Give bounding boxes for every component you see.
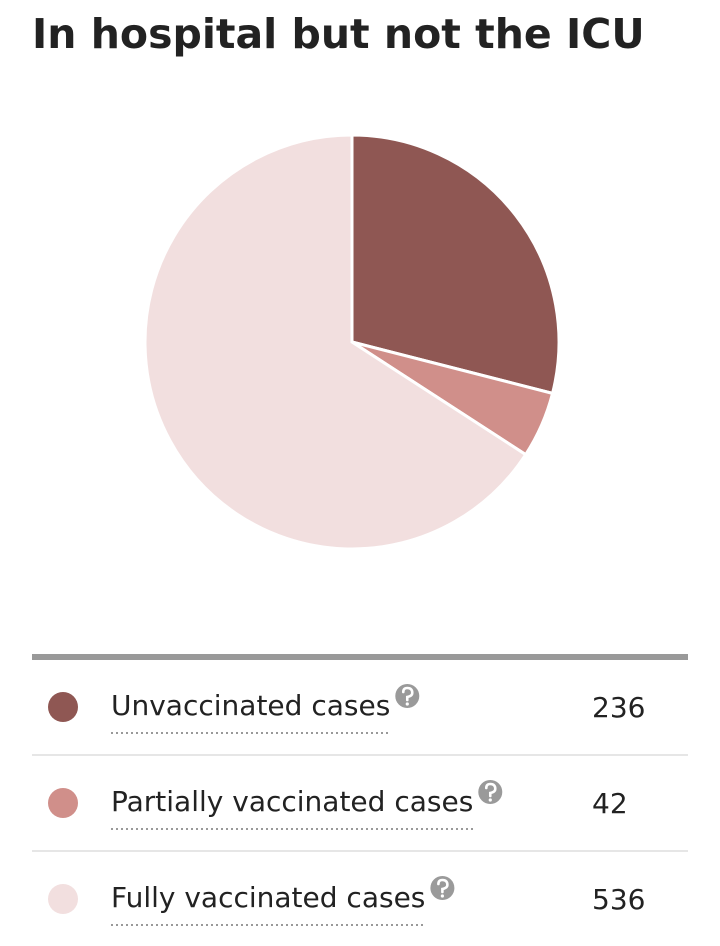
legend-dot (48, 884, 78, 914)
help-icon-dot (488, 798, 492, 802)
help-icon-glyph (484, 782, 497, 798)
legend-label: Unvaccinated cases (111, 689, 390, 722)
help-icon-dot (440, 894, 444, 898)
legend-value: 236 (592, 691, 645, 724)
legend-dot (48, 788, 78, 818)
legend-label: Partially vaccinated cases (111, 785, 473, 818)
help-icon-dot (405, 702, 409, 706)
legend-dot (48, 692, 78, 722)
legend-label: Fully vaccinated cases (111, 881, 425, 914)
chart-title: In hospital but not the ICU (32, 10, 645, 58)
pie-slice (143, 133, 528, 551)
legend-value: 536 (592, 883, 645, 916)
help-icon-glyph (401, 686, 414, 702)
legend-value: 42 (592, 787, 628, 820)
pie-slice (350, 133, 561, 396)
help-icon-glyph (437, 878, 449, 894)
